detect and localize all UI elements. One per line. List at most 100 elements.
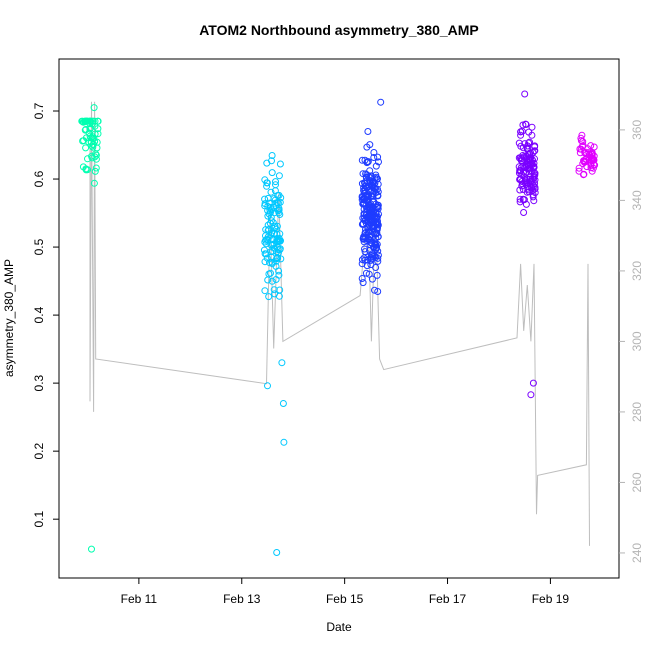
data-point [260,246,268,254]
data-point [268,258,276,266]
data-point [578,131,586,139]
data-point [528,123,536,131]
data-point [362,170,370,178]
data-point [525,186,532,194]
data-point [516,195,524,203]
data-point [577,134,585,142]
data-point [372,230,380,238]
data-point [263,159,271,167]
data-point [516,186,524,194]
data-point [518,182,526,190]
data-point [374,153,382,161]
data-point [518,155,525,163]
data-point [265,210,273,218]
data-point [366,141,374,149]
data-point [575,164,583,172]
data-point [270,229,278,237]
x-tick-label: Feb 13 [223,592,261,606]
y-tick-label: 0.3 [32,374,46,391]
data-point [367,254,375,261]
data-point [526,156,534,164]
data-point [358,196,366,204]
data-point [370,154,378,161]
data-point [372,264,380,271]
data-point [362,173,370,181]
data-point [359,279,367,287]
data-point [276,211,284,218]
data-point [261,258,269,266]
data-point [358,180,366,188]
data-point [519,195,527,203]
data-point [264,194,272,202]
data-point [94,130,102,138]
data-point [529,156,536,164]
y-tick-label: 0.1 [32,511,46,528]
data-point [264,382,271,390]
data-point [271,290,278,298]
data-point [369,210,377,218]
data-point [275,172,283,180]
data-point [580,170,588,178]
data-point [276,286,284,294]
data-point [591,161,599,169]
data-point [261,195,269,203]
data-point [364,193,372,201]
data-point [267,241,275,249]
series-line [89,101,590,546]
data-point [268,169,276,177]
data-point [370,149,378,156]
data-point [263,179,271,187]
data-point [82,166,90,174]
x-tick-label: Feb 19 [532,592,570,606]
data-point [368,250,376,258]
data-point [372,162,380,170]
data-point [578,142,586,150]
y2-tick-label: 340 [630,190,644,210]
data-point [364,235,372,243]
data-point [79,137,87,145]
data-point [261,202,269,210]
data-point [368,223,376,231]
data-point [358,275,366,282]
data-point [90,104,98,112]
data-point [84,155,91,163]
data-point [372,200,380,208]
data-point [275,234,283,242]
data-point [580,157,588,165]
data-point [273,549,281,556]
data-point [361,245,368,253]
data-point [370,178,378,186]
data-point [371,286,378,294]
data-point [263,182,271,190]
data-point [373,214,381,221]
y2-tick-label: 260 [630,472,644,492]
data-point [529,379,537,387]
data-point [527,177,535,185]
data-point [575,167,583,175]
data-point [273,243,281,251]
data-point [367,256,375,264]
data-point [588,167,596,175]
data-point [263,254,271,262]
data-point [81,117,89,125]
data-point [361,186,369,194]
data-point [91,167,99,175]
data-point [89,143,97,151]
data-point [374,204,381,212]
data-point [361,248,369,256]
y-tick-label: 0.6 [32,170,46,187]
data-point [275,271,283,279]
data-point [363,159,371,167]
data-point [520,209,528,216]
data-point [528,167,536,175]
data-point [267,188,275,196]
data-point [272,178,279,186]
data-point [579,142,587,150]
data-point [523,175,531,183]
data-point [515,139,523,147]
data-point [94,125,102,133]
data-point [358,220,366,228]
x-tick-label: Feb 11 [121,592,158,606]
data-point [517,131,525,139]
